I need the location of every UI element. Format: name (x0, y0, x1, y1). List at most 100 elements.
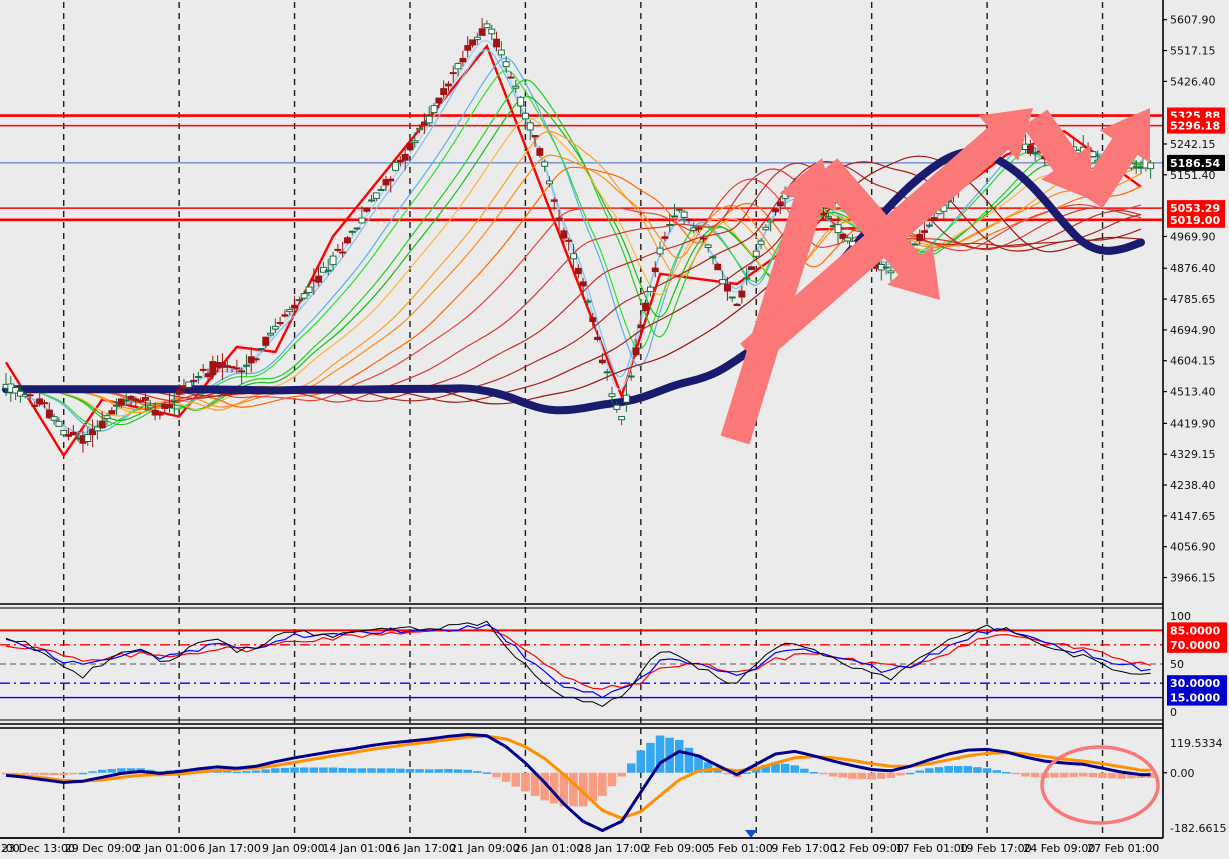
candle-body (728, 296, 736, 299)
macd-histogram-bar (703, 762, 713, 773)
price-panel[interactable] (0, 43, 1163, 458)
macd-histogram-bar (328, 767, 338, 773)
macd-histogram-bar (473, 771, 482, 773)
candle-body (637, 324, 645, 329)
oscillator-level-tag[interactable] (1167, 622, 1227, 639)
annotation-down-arrow-2[interactable] (1010, 101, 1116, 217)
candle-body (762, 226, 770, 231)
candle-body (926, 224, 933, 227)
macd-histogram-bar (492, 772, 501, 778)
candle-body (401, 154, 409, 161)
candle-body (546, 180, 553, 185)
macd-histogram-bar (40, 772, 49, 775)
macd-histogram-bar (819, 772, 828, 775)
candle-body (435, 97, 443, 104)
candle-body (295, 299, 303, 302)
candle-body (127, 395, 135, 400)
candle-body (844, 237, 852, 242)
candle-body (185, 381, 193, 388)
candle-body (680, 211, 688, 218)
macd-histogram-bar (1146, 772, 1155, 778)
price-axis-background (1164, 0, 1229, 859)
price-level-tag[interactable] (1167, 117, 1225, 134)
macd-histogram-bar (376, 768, 386, 773)
oscillator-axis-label: 50 (1170, 658, 1184, 671)
time-axis-label: 19 Feb 17:00 (959, 842, 1031, 855)
annotation-up-arrow-3[interactable] (1065, 92, 1175, 217)
candle-body (55, 420, 63, 427)
time-axis-label: 2 Feb 09:00 (644, 842, 709, 855)
time-axis-label: 26 Jan 01:00 (514, 842, 584, 855)
candle-body (608, 393, 616, 397)
candle-body (17, 390, 24, 397)
oscillator-level-tag[interactable] (1167, 636, 1227, 653)
candle-body (1031, 152, 1039, 155)
macd-histogram-bar (367, 768, 376, 773)
macd-histogram-bar (1021, 772, 1030, 777)
oscillator-panel[interactable] (0, 620, 1163, 707)
macd-histogram-bar (992, 770, 1001, 773)
price-level-tag[interactable] (1167, 154, 1225, 171)
candle-body (348, 230, 356, 233)
annotation-macd-ellipse[interactable] (1040, 745, 1160, 825)
candle-body (219, 362, 226, 368)
macd-histogram-bar (107, 769, 116, 773)
candle-body (469, 39, 477, 46)
macd-histogram-bar (588, 772, 597, 802)
macd-panel[interactable] (1, 733, 1155, 832)
macd-axis[interactable]: 119.5334 0.00 -182.6615 (1163, 737, 1226, 835)
candle-body (550, 199, 558, 202)
candle-body (267, 332, 275, 336)
macd-histogram-bar (1002, 772, 1011, 774)
candlestick-series[interactable] (2, 18, 1155, 453)
annotation-up-arrow-1[interactable] (706, 149, 850, 449)
candle-body (887, 270, 895, 274)
macd-histogram-bar (790, 765, 799, 773)
oscillator-level-tag-value: 15.0000 (1170, 692, 1220, 705)
candle-body (151, 410, 159, 416)
macd-histogram-bar (982, 768, 992, 773)
candle-body (108, 410, 116, 415)
candle-body (363, 207, 371, 212)
candle-body (334, 248, 342, 251)
macd-histogram-bar (742, 772, 751, 774)
candle-body (118, 398, 125, 406)
macd-histogram-bar (1098, 772, 1107, 778)
macd-histogram-bar (309, 767, 318, 773)
macd-histogram-bar (771, 762, 780, 773)
oscillator-axis[interactable]: 100 50 0 85.0000 70.0000 30.0000 15.0000 (1167, 610, 1227, 719)
candle-body (430, 105, 438, 114)
candle-body (339, 251, 347, 254)
macd-histogram-bar (954, 766, 963, 773)
candle-body (300, 293, 308, 299)
candle-body (579, 281, 587, 287)
candle-body (522, 112, 529, 120)
time-axis-marker[interactable] (745, 830, 757, 838)
candle-body (603, 371, 611, 374)
macd-histogram-bar (973, 767, 982, 773)
macd-histogram-bar (598, 772, 607, 796)
vertical-gridlines (63, 2, 1104, 838)
candle-body (425, 115, 433, 124)
price-axis[interactable]: 5607.90 5517.15 5426.40 5242.15 5151.40 4969.… (1162, 0, 1229, 859)
macd-histogram-bar (463, 769, 472, 773)
candle-body (541, 161, 549, 167)
price-level-tag[interactable] (1167, 211, 1225, 228)
macd-histogram-bar (271, 768, 280, 773)
oscillator-level-tag[interactable] (1167, 675, 1227, 692)
candle-body (170, 400, 178, 403)
candle-body (647, 286, 654, 293)
candle-body (194, 376, 202, 378)
annotation-up-arrow-2[interactable] (730, 85, 1052, 377)
macd-histogram-bar (857, 772, 867, 780)
candle-body (199, 368, 207, 371)
price-axis-label: 5517.15 (1170, 45, 1216, 58)
candle-body (930, 217, 938, 221)
macd-histogram-bar (877, 772, 886, 779)
oscillator-level-tag[interactable] (1167, 689, 1227, 706)
annotations-layer[interactable] (706, 85, 1175, 825)
time-axis-label: 17 Feb 01:00 (896, 842, 968, 855)
